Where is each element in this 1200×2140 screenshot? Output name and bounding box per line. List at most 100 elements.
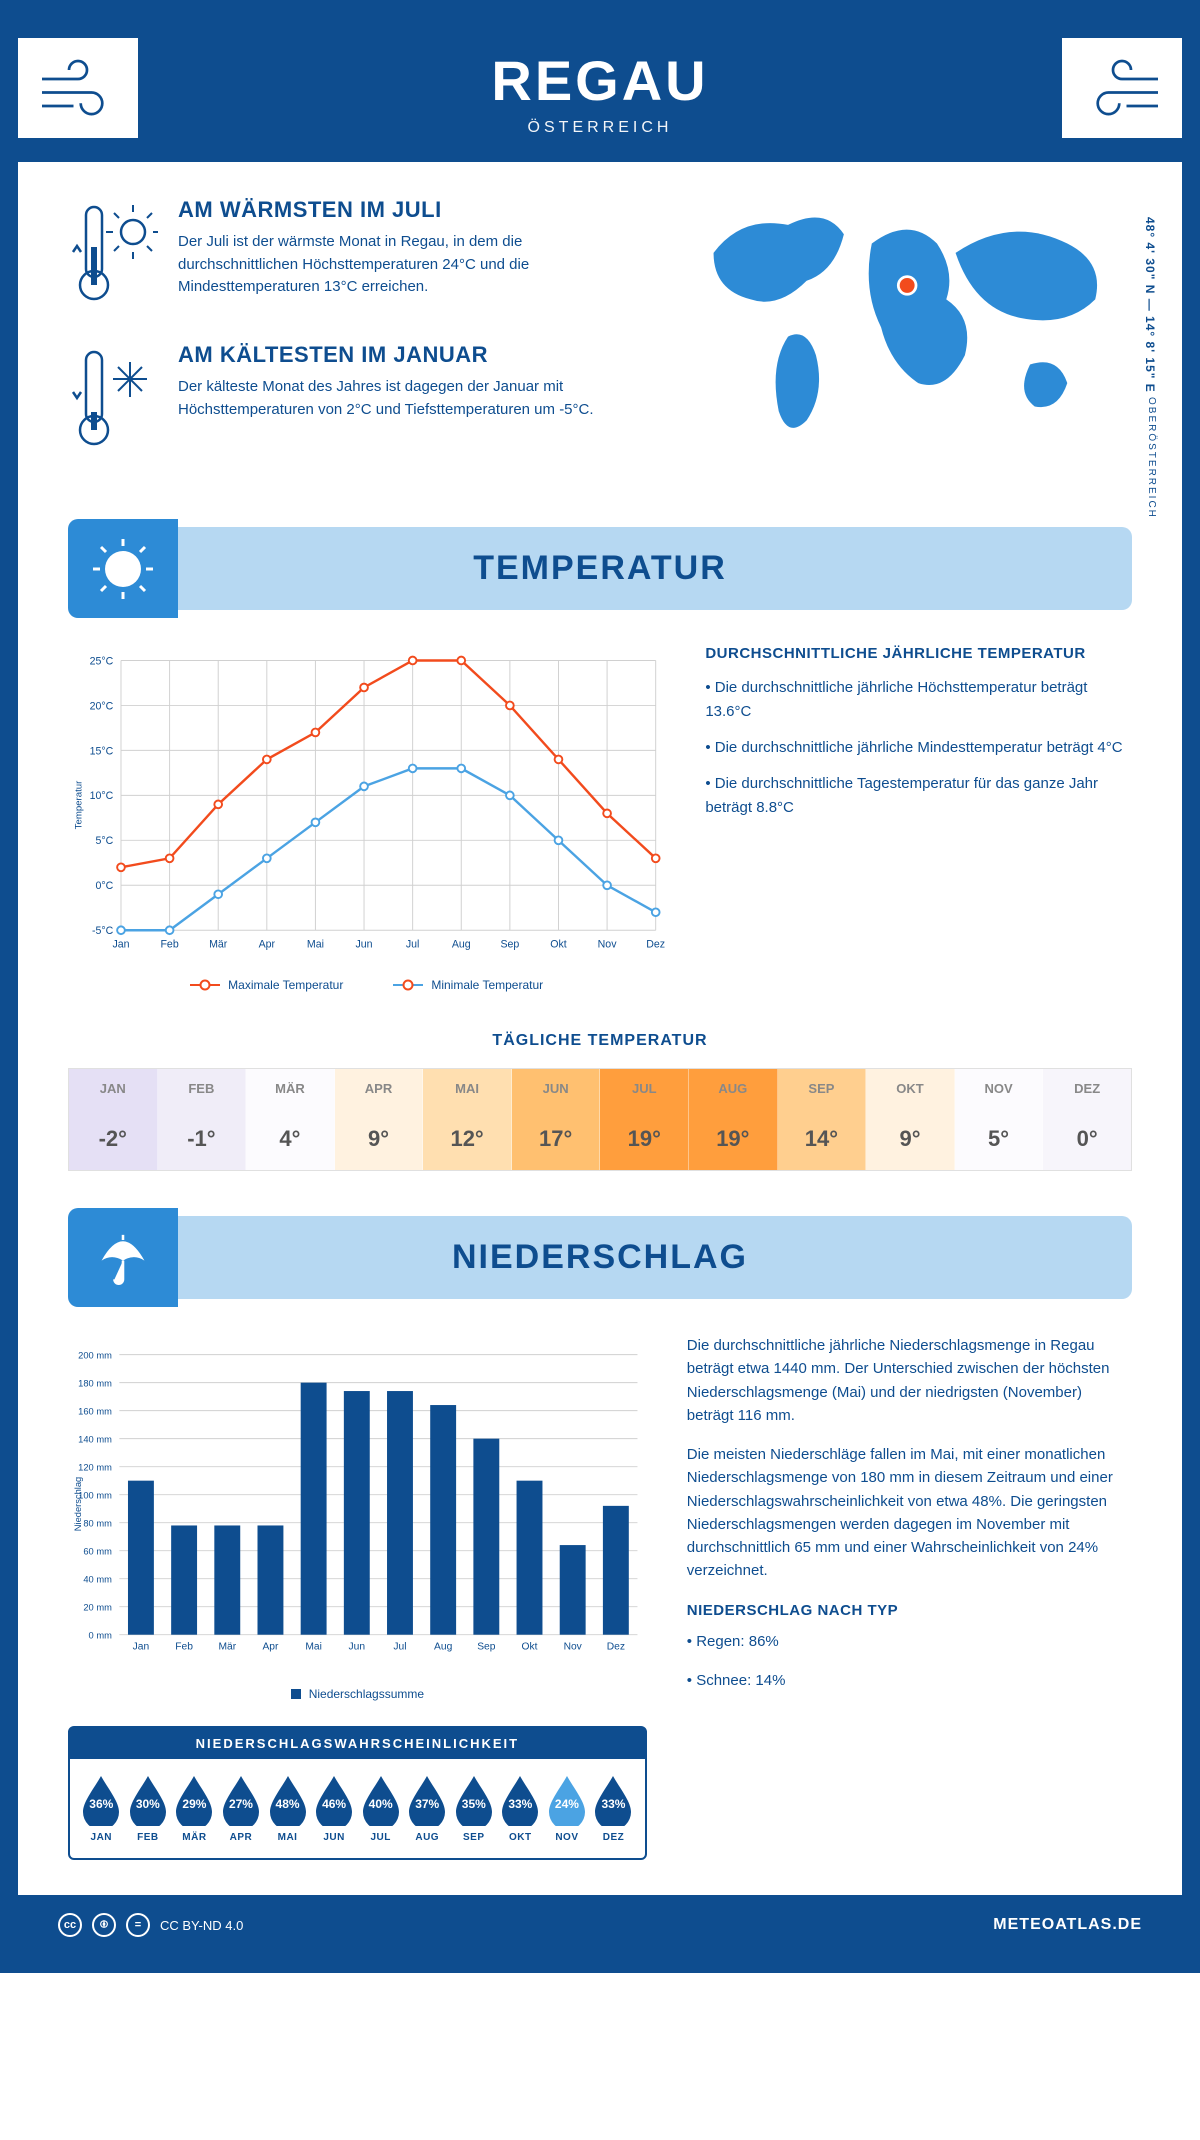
- svg-text:Mai: Mai: [307, 939, 324, 951]
- prob-cell: 46%JUN: [311, 1774, 358, 1843]
- prob-cell: 33%OKT: [497, 1774, 544, 1843]
- svg-text:20°C: 20°C: [90, 700, 114, 712]
- svg-text:Aug: Aug: [434, 1642, 453, 1653]
- fact-cold-text: Der kälteste Monat des Jahres ist dagege…: [178, 376, 627, 421]
- precipitation-text: Die durchschnittliche jährliche Niedersc…: [687, 1334, 1132, 1860]
- daily-cell: MAI12°: [423, 1069, 512, 1170]
- thermometer-snow-icon: [68, 342, 158, 457]
- svg-text:Aug: Aug: [452, 939, 471, 951]
- daily-temp-title: TÄGLICHE TEMPERATUR: [68, 1032, 1132, 1050]
- cc-icon: cc: [58, 1913, 82, 1937]
- section-temperature-title: TEMPERATUR: [473, 549, 727, 587]
- prob-title: NIEDERSCHLAGSWAHRSCHEINLICHKEIT: [70, 1728, 645, 1759]
- world-map: 48° 4' 30" N — 14° 8' 15" E OBERÖSTERREI…: [667, 197, 1132, 487]
- svg-text:Apr: Apr: [259, 939, 276, 951]
- footer-license: cc 🅯 = CC BY-ND 4.0: [58, 1913, 243, 1937]
- daily-cell: JAN-2°: [69, 1069, 158, 1170]
- daily-cell: NOV5°: [955, 1069, 1044, 1170]
- daily-cell: FEB-1°: [158, 1069, 247, 1170]
- svg-text:100 mm: 100 mm: [78, 1490, 112, 1500]
- svg-text:0°C: 0°C: [96, 880, 114, 892]
- daily-cell: APR9°: [335, 1069, 424, 1170]
- svg-text:80 mm: 80 mm: [83, 1518, 112, 1528]
- section-precipitation-header: NIEDERSCHLAG: [68, 1216, 1132, 1299]
- header: REGAU ÖSTERREICH: [18, 18, 1182, 162]
- infographic-frame: REGAU ÖSTERREICH: [0, 0, 1200, 1973]
- prob-cell: 40%JUL: [357, 1774, 404, 1843]
- svg-text:Nov: Nov: [598, 939, 618, 951]
- fact-warmest: AM WÄRMSTEN IM JULI Der Juli ist der wär…: [68, 197, 627, 312]
- fact-coldest: AM KÄLTESTEN IM JANUAR Der kälteste Mona…: [68, 342, 627, 457]
- svg-text:Jul: Jul: [393, 1642, 406, 1653]
- daily-cell: AUG19°: [689, 1069, 778, 1170]
- svg-text:Jun: Jun: [349, 1642, 366, 1653]
- precip-type-title: NIEDERSCHLAG NACH TYP: [687, 1599, 1132, 1622]
- license-text: CC BY-ND 4.0: [160, 1918, 243, 1933]
- fact-warm-title: AM WÄRMSTEN IM JULI: [178, 197, 627, 223]
- svg-text:180 mm: 180 mm: [78, 1378, 112, 1388]
- svg-text:Jan: Jan: [112, 939, 129, 951]
- footer-site: METEOATLAS.DE: [993, 1916, 1142, 1934]
- legend-min-label: Minimale Temperatur: [431, 978, 543, 992]
- temp-bullet-1: • Die durchschnittliche jährliche Höchst…: [705, 676, 1132, 724]
- svg-text:10°C: 10°C: [90, 790, 114, 802]
- svg-text:Jan: Jan: [133, 1642, 150, 1653]
- prob-cell: 29%MÄR: [171, 1774, 218, 1843]
- umbrella-icon: [68, 1208, 178, 1307]
- svg-text:140 mm: 140 mm: [78, 1434, 112, 1444]
- prob-cell: 33%DEZ: [590, 1774, 637, 1843]
- temp-legend: .legend-line:nth-child(1)::after{border-…: [68, 978, 665, 992]
- precip-legend: Niederschlagssumme: [68, 1687, 647, 1701]
- section-precipitation-title: NIEDERSCHLAG: [452, 1238, 748, 1276]
- svg-text:Mär: Mär: [218, 1642, 236, 1653]
- svg-text:Niederschlag: Niederschlag: [73, 1477, 83, 1531]
- svg-text:Sep: Sep: [477, 1642, 496, 1653]
- svg-text:Feb: Feb: [160, 939, 178, 951]
- svg-text:Mai: Mai: [305, 1642, 322, 1653]
- thermometer-sun-icon: [68, 197, 158, 312]
- region-label: OBERÖSTERREICH: [1146, 397, 1157, 519]
- precip-legend-label: Niederschlagssumme: [309, 1687, 424, 1701]
- svg-text:Sep: Sep: [500, 939, 519, 951]
- fact-cold-title: AM KÄLTESTEN IM JANUAR: [178, 342, 627, 368]
- svg-text:40 mm: 40 mm: [83, 1574, 112, 1584]
- intro-section: AM WÄRMSTEN IM JULI Der Juli ist der wär…: [68, 197, 1132, 487]
- daily-cell: MÄR4°: [246, 1069, 335, 1170]
- svg-text:Feb: Feb: [175, 1642, 193, 1653]
- svg-text:Nov: Nov: [564, 1642, 583, 1653]
- svg-text:Jun: Jun: [356, 939, 373, 951]
- daily-cell: JUN17°: [512, 1069, 601, 1170]
- prob-cell: 36%JAN: [78, 1774, 125, 1843]
- svg-text:Okt: Okt: [522, 1642, 538, 1653]
- svg-text:Temperatur: Temperatur: [73, 780, 84, 829]
- prob-cell: 27%APR: [218, 1774, 265, 1843]
- svg-text:5°C: 5°C: [96, 835, 114, 847]
- svg-text:160 mm: 160 mm: [78, 1406, 112, 1416]
- svg-text:Apr: Apr: [262, 1642, 279, 1653]
- svg-text:15°C: 15°C: [90, 745, 114, 757]
- prob-cell: 24%NOV: [544, 1774, 591, 1843]
- prob-cell: 30%FEB: [125, 1774, 172, 1843]
- temperature-line-chart: -5°C0°C5°C10°C15°C20°C25°CJanFebMärAprMa…: [68, 645, 665, 992]
- daily-cell: JUL19°: [600, 1069, 689, 1170]
- daily-temp-grid: JAN-2°FEB-1°MÄR4°APR9°MAI12°JUN17°JUL19°…: [68, 1068, 1132, 1171]
- precipitation-probability-box: NIEDERSCHLAGSWAHRSCHEINLICHKEIT 36%JAN30…: [68, 1726, 647, 1860]
- temp-summary-title: DURCHSCHNITTLICHE JÄHRLICHE TEMPERATUR: [705, 645, 1132, 662]
- precip-type-1: • Regen: 86%: [687, 1630, 1132, 1653]
- precip-p1: Die durchschnittliche jährliche Niedersc…: [687, 1334, 1132, 1427]
- daily-cell: DEZ0°: [1043, 1069, 1131, 1170]
- svg-text:60 mm: 60 mm: [83, 1546, 112, 1556]
- legend-max-label: Maximale Temperatur: [228, 978, 343, 992]
- svg-text:120 mm: 120 mm: [78, 1462, 112, 1472]
- fact-warm-text: Der Juli ist der wärmste Monat in Regau,…: [178, 231, 627, 299]
- location-title: REGAU: [18, 48, 1182, 113]
- nd-icon: =: [126, 1913, 150, 1937]
- temp-bullet-2: • Die durchschnittliche jährliche Mindes…: [705, 736, 1132, 760]
- svg-text:25°C: 25°C: [90, 655, 114, 667]
- footer: cc 🅯 = CC BY-ND 4.0 METEOATLAS.DE: [18, 1895, 1182, 1955]
- section-temperature-header: TEMPERATUR: [68, 527, 1132, 610]
- sun-icon: [68, 519, 178, 618]
- prob-cell: 37%AUG: [404, 1774, 451, 1843]
- location-country: ÖSTERREICH: [18, 119, 1182, 137]
- svg-text:0 mm: 0 mm: [89, 1630, 113, 1640]
